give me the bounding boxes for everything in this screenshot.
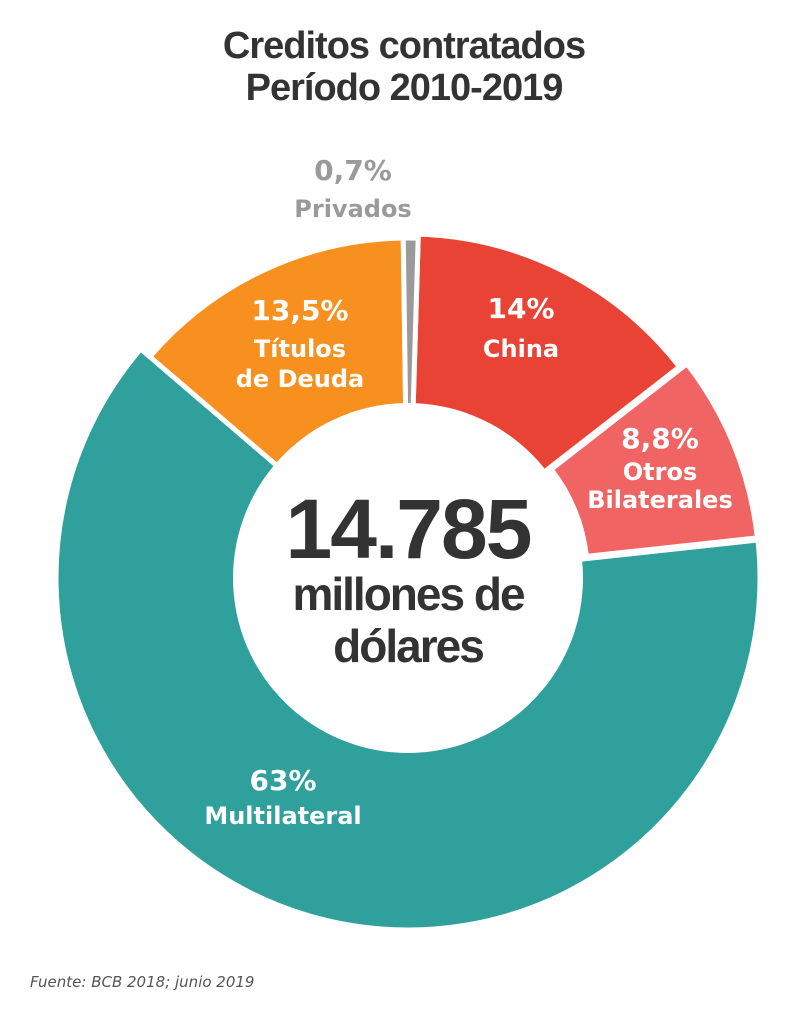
label-china-name: China (483, 335, 559, 363)
label-titulos-name2: de Deuda (236, 365, 364, 393)
label-multilateral-pct: 63% (249, 764, 316, 797)
label-titulos-name1: Títulos (254, 335, 346, 363)
center-value: 14.785 (286, 482, 531, 576)
slice-privados (400, 235, 421, 409)
label-otros-name1: Otros (623, 458, 697, 486)
center-unit-line1: millones de (292, 568, 524, 620)
donut-hole (233, 403, 583, 753)
center-unit-line2: dólares (333, 620, 483, 672)
label-privados-name: Privados (294, 195, 411, 223)
label-privados-pct: 0,7% (314, 154, 392, 187)
chart-title: Creditos contratados (223, 25, 585, 67)
label-otros-pct: 8,8% (621, 422, 699, 455)
label-china-pct: 14% (487, 292, 554, 325)
label-otros-name2: Bilaterales (587, 486, 733, 514)
label-titulos-pct: 13,5% (251, 294, 348, 327)
source-note: Fuente: BCB 2018; junio 2019 (30, 973, 255, 991)
chart-subtitle: Período 2010-2019 (246, 67, 563, 109)
label-multilateral-name: Multilateral (204, 802, 361, 830)
